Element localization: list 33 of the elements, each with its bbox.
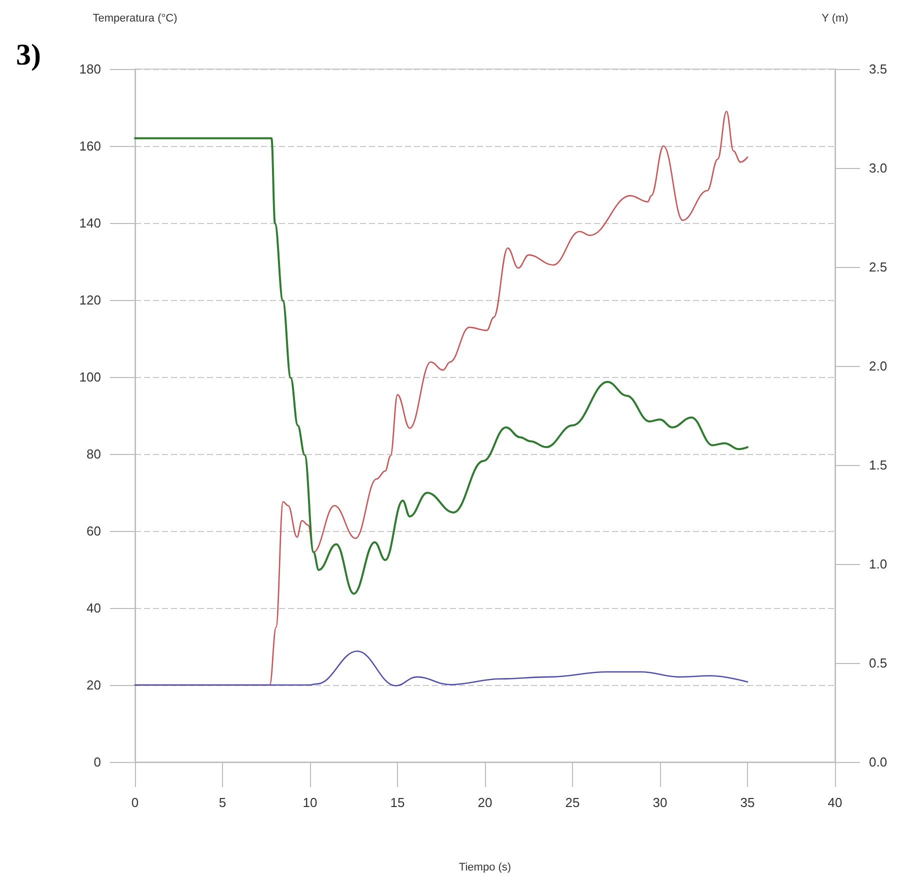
line-series (134, 137, 748, 595)
y2-tick-label: 2.0 (869, 358, 888, 374)
x-tick-label: 25 (565, 795, 580, 810)
x-tick-label: 35 (740, 795, 755, 810)
y-tick-label: 40 (86, 600, 101, 616)
x-axis-title: Tiempo (s) (458, 862, 512, 874)
y2-tick-label: 1.5 (869, 458, 888, 472)
x-tick-label: 30 (652, 795, 668, 810)
x-tick-label: 20 (478, 795, 492, 810)
y-tick-label: 180 (79, 62, 101, 76)
x-tick-label: 5 (218, 795, 226, 810)
y2-tick-label: 3.0 (869, 160, 888, 176)
y-axis-title: Temperatura (°C) (92, 12, 178, 24)
y2-axis-title: Y (m) (822, 12, 848, 24)
y2-tick-label: 2.5 (869, 260, 888, 274)
x-tick-label: 10 (302, 795, 318, 810)
y2-tick-label: 0.0 (869, 754, 888, 770)
y2-tick-label: 0.5 (869, 656, 888, 670)
y2-tick-label: 3.5 (869, 62, 888, 76)
line-series (134, 650, 748, 686)
y-tick-label: 140 (79, 216, 101, 230)
y-tick-label: 100 (79, 370, 101, 384)
text: 3) (16, 38, 41, 72)
y-tick-label: 120 (79, 292, 101, 308)
y-tick-label: 80 (86, 446, 101, 462)
y-tick-label: 20 (86, 678, 101, 692)
x-tick-label: 40 (828, 795, 842, 810)
y-tick-label: 60 (86, 524, 101, 538)
y2-tick-label: 1.0 (869, 556, 888, 572)
y-tick-label: 160 (79, 138, 101, 154)
y-tick-label: 0 (94, 754, 101, 770)
x-tick-label: 15 (390, 795, 405, 810)
x-tick-label: 0 (131, 795, 139, 810)
